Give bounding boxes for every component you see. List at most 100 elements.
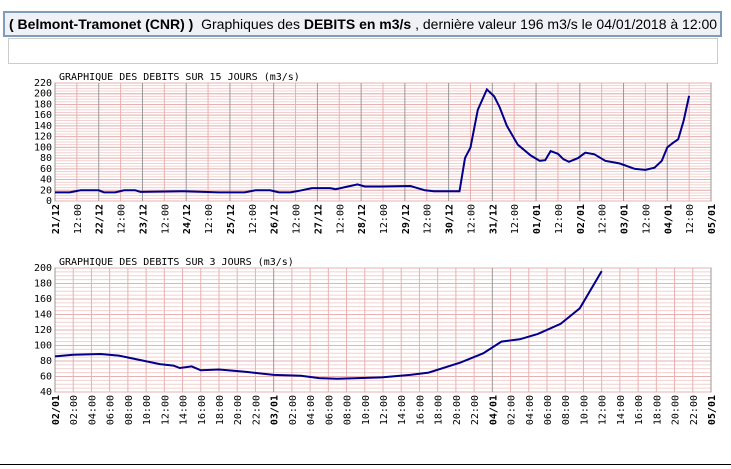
y-tick-label: 100: [34, 341, 52, 352]
x-tick-label: 10:00: [579, 395, 590, 425]
x-tick-label: 02/01: [51, 395, 62, 425]
x-tick-label: 04/01: [488, 395, 499, 425]
x-tick-label: 16:00: [197, 395, 208, 425]
x-tick-label: 22/12: [95, 204, 106, 234]
chart-title: GRAPHIQUE DES DEBITS SUR 3 JOURS (m3/s): [59, 257, 294, 268]
y-tick-label: 80: [40, 356, 52, 367]
x-tick-label: 18:00: [652, 395, 663, 425]
x-tick-label: 14:00: [616, 395, 627, 425]
x-tick-label: 04:00: [87, 395, 98, 425]
x-tick-label: 03/01: [620, 204, 631, 234]
y-tick-label: 140: [34, 310, 52, 321]
x-tick-label: 06:00: [106, 395, 117, 425]
x-tick-label: 16:00: [415, 395, 426, 425]
x-tick-label: 12:00: [248, 204, 259, 234]
x-tick-label: 22:00: [689, 395, 700, 425]
y-tick-label: 40: [40, 175, 52, 186]
x-tick-label: 12:00: [510, 204, 521, 234]
header: ( Belmont-Tramonet (CNR) ) Graphiques de…: [3, 11, 722, 37]
x-tick-label: 25/12: [226, 204, 237, 234]
y-tick-label: 140: [34, 121, 52, 132]
x-tick-label: 12:00: [204, 204, 215, 234]
y-tick-label: 0: [46, 196, 52, 207]
y-tick-label: 60: [40, 372, 52, 383]
chart-title: GRAPHIQUE DES DEBITS SUR 15 JOURS (m3/s): [59, 72, 300, 83]
y-tick-label: 180: [34, 99, 52, 110]
x-tick-label: 24/12: [182, 204, 193, 234]
x-tick-label: 08:00: [561, 395, 572, 425]
x-tick-label: 18:00: [434, 395, 445, 425]
y-tick-label: 220: [34, 78, 52, 89]
x-tick-label: 14:00: [179, 395, 190, 425]
x-tick-label: 23/12: [138, 204, 149, 234]
x-tick-label: 28/12: [357, 204, 368, 234]
x-tick-label: 03/01: [270, 395, 281, 425]
y-tick-label: 40: [40, 387, 52, 398]
y-tick-label: 200: [34, 89, 52, 100]
x-tick-label: 12:00: [160, 204, 171, 234]
y-tick-label: 60: [40, 164, 52, 175]
x-tick-label: 30/12: [445, 204, 456, 234]
x-tick-label: 20:00: [233, 395, 244, 425]
line: [54, 270, 603, 380]
x-tick-label: 05/01: [707, 204, 718, 234]
x-tick-label: 12:00: [554, 204, 565, 234]
x-tick-label: 20:00: [671, 395, 682, 425]
x-tick-label: 12:00: [335, 204, 346, 234]
x-tick-label: 21/12: [51, 204, 62, 234]
x-tick-label: 22:00: [470, 395, 481, 425]
x-tick-label: 02:00: [288, 395, 299, 425]
x-tick-label: 05/01: [707, 395, 718, 425]
x-tick-label: 12:00: [466, 204, 477, 234]
x-tick-label: 26/12: [270, 204, 281, 234]
header-text: , dernière valeur 196 m3/s le 04/01/2018…: [415, 16, 718, 32]
x-tick-label: 12:00: [598, 395, 609, 425]
station: ( Belmont-Tramonet (CNR) ): [9, 16, 194, 32]
separator: [0, 464, 731, 465]
x-tick-label: 12:00: [379, 204, 390, 234]
x-tick-label: 12:00: [685, 204, 696, 234]
x-tick-label: 12:00: [292, 204, 303, 234]
x-tick-label: 06:00: [543, 395, 554, 425]
header-text: Graphiques des: [201, 16, 300, 32]
x-tick-label: 31/12: [488, 204, 499, 234]
empty-panel: [8, 38, 718, 64]
x-tick-label: 04/01: [663, 204, 674, 234]
x-tick-label: 16:00: [634, 395, 645, 425]
y-tick-label: 180: [34, 279, 52, 290]
y-tick-label: 100: [34, 142, 52, 153]
x-tick-label: 06:00: [324, 395, 335, 425]
x-tick-label: 14:00: [397, 395, 408, 425]
y-tick-label: 120: [34, 132, 52, 143]
x-tick-label: 01/01: [532, 204, 543, 234]
x-tick-label: 12:00: [641, 204, 652, 234]
x-tick-label: 18:00: [215, 395, 226, 425]
x-tick-label: 08:00: [124, 395, 135, 425]
y-tick-label: 120: [34, 325, 52, 336]
x-tick-label: 22:00: [251, 395, 262, 425]
y-tick-label: 160: [34, 294, 52, 305]
x-tick-label: 10:00: [142, 395, 153, 425]
y-tick-label: 160: [34, 110, 52, 121]
x-tick-label: 02:00: [69, 395, 80, 425]
x-tick-label: 12:00: [160, 395, 171, 425]
x-tick-label: 27/12: [313, 204, 324, 234]
x-tick-label: 20:00: [452, 395, 463, 425]
x-tick-label: 29/12: [401, 204, 412, 234]
y-tick-label: 80: [40, 153, 52, 164]
x-tick-label: 10:00: [361, 395, 372, 425]
x-tick-label: 04:00: [525, 395, 536, 425]
x-tick-label: 04:00: [306, 395, 317, 425]
header-bold: DEBITS en m3/s: [303, 16, 412, 32]
x-tick-label: 12:00: [117, 204, 128, 234]
x-tick-label: 02/01: [576, 204, 587, 234]
x-tick-label: 12:00: [73, 204, 84, 234]
x-tick-label: 12:00: [423, 204, 434, 234]
x-tick-label: 12:00: [379, 395, 390, 425]
line: [55, 87, 691, 194]
x-tick-label: 02:00: [507, 395, 518, 425]
x-tick-label: 08:00: [343, 395, 354, 425]
y-tick-label: 200: [34, 263, 52, 274]
